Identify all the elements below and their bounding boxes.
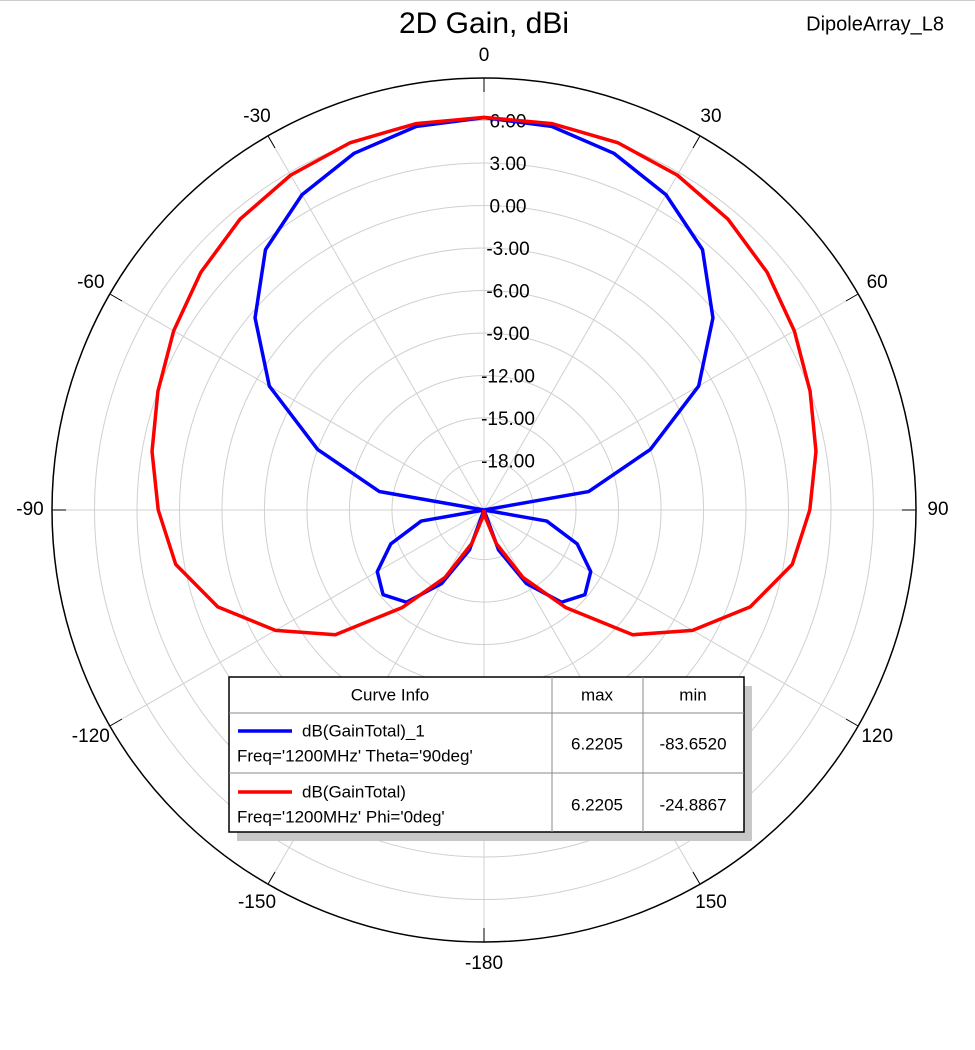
theta-tick <box>109 293 123 302</box>
theta-tick <box>845 718 859 727</box>
theta-tick-label: 60 <box>867 272 888 293</box>
legend-max: 6.2205 <box>571 795 623 814</box>
chart-subtitle: DipoleArray_L8 <box>806 13 944 35</box>
legend-header: max <box>581 685 614 704</box>
legend-detail: Freq='1200MHz' Theta='90deg' <box>237 746 473 765</box>
r-tick-label: -12.00 <box>481 366 535 387</box>
theta-tick <box>692 135 701 149</box>
theta-tick-label: 30 <box>700 106 721 127</box>
r-tick-label: -3.00 <box>486 239 529 260</box>
grid-spoke <box>267 135 485 511</box>
theta-tick-label: 0 <box>479 45 490 66</box>
theta-tick <box>109 718 123 727</box>
r-tick-label: 0.00 <box>490 196 527 217</box>
theta-tick-label: 90 <box>927 499 948 520</box>
legend-min: -83.6520 <box>659 734 726 753</box>
legend-label: dB(GainTotal)_1 <box>302 721 425 740</box>
theta-tick-label: -120 <box>72 726 110 747</box>
theta-tick-label: -150 <box>238 892 276 913</box>
legend-header: Curve Info <box>351 685 429 704</box>
theta-tick <box>267 135 276 149</box>
r-tick-label: -18.00 <box>481 451 535 472</box>
theta-tick-label: 120 <box>861 726 893 747</box>
chart-title: 2D Gain, dBi <box>399 7 569 40</box>
theta-tick-label: 150 <box>695 892 727 913</box>
legend: Curve Info max min dB(GainTotal)_1 Freq='… <box>228 676 752 841</box>
legend-header: min <box>679 685 706 704</box>
theta-tick-label: -90 <box>16 499 43 520</box>
grid-spoke <box>109 509 485 727</box>
theta-tick <box>692 871 701 885</box>
curves <box>150 115 818 637</box>
r-tick-label: -15.00 <box>481 409 535 430</box>
legend-min: -24.8867 <box>659 795 726 814</box>
r-tick-label: -6.00 <box>486 281 529 302</box>
theta-tick-label: -30 <box>243 106 270 127</box>
curve <box>150 115 818 637</box>
grid-spoke <box>483 509 859 727</box>
legend-detail: Freq='1200MHz' Phi='0deg' <box>237 807 445 826</box>
theta-tick <box>845 293 859 302</box>
theta-tick-label: -60 <box>77 272 104 293</box>
legend-box <box>228 676 745 833</box>
theta-tick <box>267 871 276 885</box>
legend-label: dB(GainTotal) <box>302 782 406 801</box>
r-tick-label: 3.00 <box>490 154 527 175</box>
legend-max: 6.2205 <box>571 734 623 753</box>
grid-spoke <box>483 135 701 511</box>
r-tick-label: -9.00 <box>486 324 529 345</box>
theta-tick-label: -180 <box>465 953 503 974</box>
